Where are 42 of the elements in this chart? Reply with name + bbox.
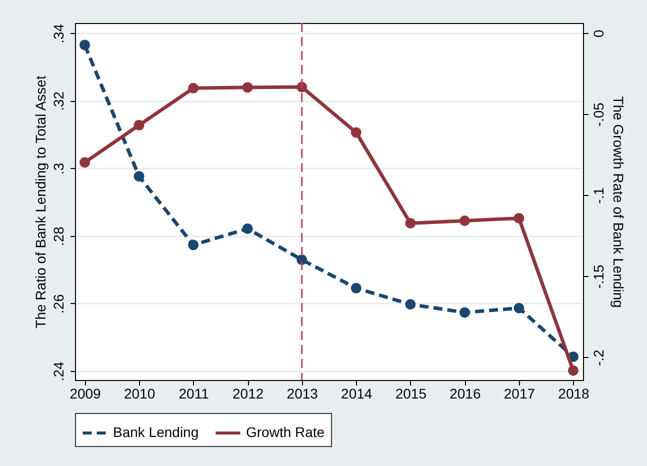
y2-axis-title: The Growth Rate of Bank Lending (610, 96, 626, 308)
y-axis-title: The Ratio of Bank Lending to Total Asset (32, 76, 48, 328)
point (242, 223, 253, 234)
point (80, 157, 90, 168)
point (350, 282, 362, 294)
y2-tick-label: -.05 (590, 102, 606, 127)
point (514, 302, 524, 314)
point (459, 307, 470, 318)
x-tick-label: 2012 (232, 386, 264, 402)
legend-label: Growth Rate (246, 424, 325, 440)
point (514, 212, 524, 224)
point (405, 218, 416, 228)
legend-label: Bank Lending (113, 424, 199, 440)
x-tick-label: 2017 (504, 386, 536, 402)
y2-tick-label: 0 (590, 29, 606, 38)
point (188, 240, 199, 250)
point (459, 216, 470, 226)
point (80, 40, 90, 50)
y-tick-label: .24 (50, 361, 66, 382)
y-tick-label: .26 (50, 294, 66, 314)
point (134, 120, 144, 130)
y-tick-label: .34 (50, 24, 66, 44)
x-tick-label: 2018 (558, 386, 590, 402)
point (568, 365, 578, 376)
y2-tick-label: -.1 (590, 187, 606, 204)
y-tick-label: .28 (50, 226, 66, 246)
point (134, 171, 144, 182)
x-tick-label: 2014 (341, 386, 372, 402)
x-tick-label: 2015 (395, 386, 427, 402)
point (350, 127, 362, 138)
x-tick-label: 2010 (124, 386, 156, 402)
point (405, 299, 416, 310)
x-tick-label: 2013 (286, 386, 318, 402)
y2-tick-label: -.2 (590, 349, 606, 366)
x-tick-label: 2011 (178, 386, 210, 402)
y-tick-label: .32 (50, 91, 66, 111)
point (242, 82, 253, 93)
y-tick-label: .3 (50, 162, 66, 175)
x-tick-label: 2009 (70, 386, 102, 402)
x-tick-label: 2016 (450, 386, 481, 402)
point (188, 82, 199, 94)
y2-tick-label: -.15 (590, 264, 606, 289)
